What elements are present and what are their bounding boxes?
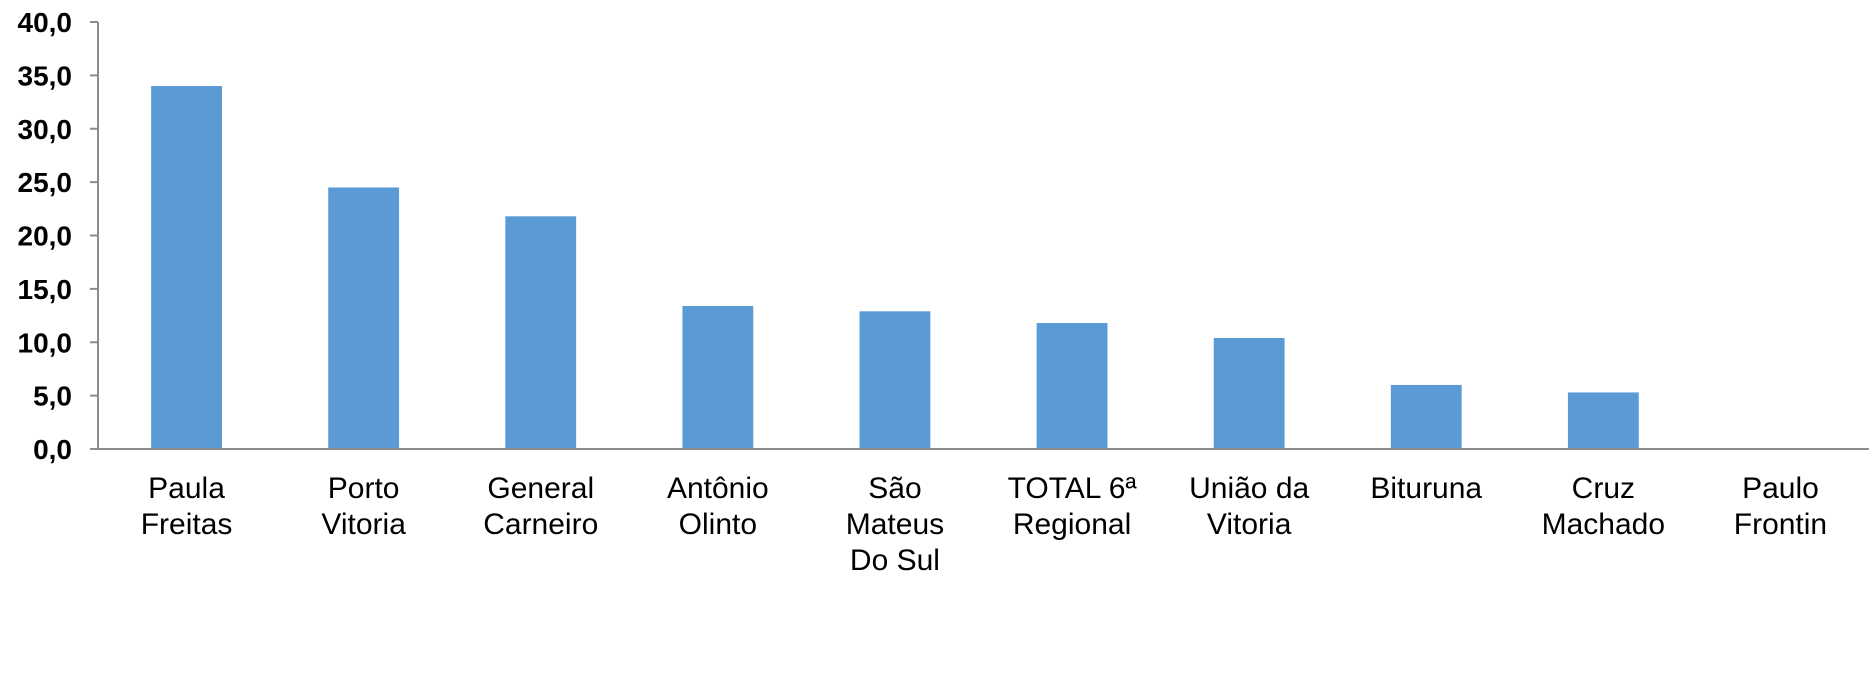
x-tick-label: Paulo Frontin bbox=[1734, 472, 1827, 541]
x-tick-label: Bituruna bbox=[1370, 472, 1482, 505]
y-tick-label: 5,0 bbox=[33, 381, 72, 412]
x-tick-label: Antônio Olinto bbox=[667, 472, 769, 541]
x-tick-label: TOTAL 6ª Regional bbox=[1008, 472, 1138, 541]
x-tick-label: São Mateus Do Sul bbox=[846, 472, 944, 577]
bar bbox=[1213, 337, 1285, 449]
bar bbox=[505, 216, 577, 449]
bar bbox=[1390, 384, 1462, 449]
bar bbox=[151, 86, 222, 450]
y-tick-label: 25,0 bbox=[18, 167, 73, 198]
bars bbox=[151, 86, 1639, 450]
y-tick-label: 0,0 bbox=[33, 434, 72, 465]
y-tick-label: 35,0 bbox=[18, 60, 73, 91]
x-tick-label: General Carneiro bbox=[483, 472, 598, 541]
y-tick-label: 10,0 bbox=[18, 327, 73, 358]
x-tick-label: União da Vitoria bbox=[1189, 472, 1309, 541]
y-tick-label: 20,0 bbox=[18, 221, 73, 252]
bar bbox=[859, 311, 931, 449]
y-axis-ticks: 0,0 5,0 10,0 15,0 20,0 25,0 30,0 35,0 40,0 bbox=[18, 7, 98, 465]
bar bbox=[682, 305, 754, 449]
y-tick-label: 15,0 bbox=[18, 274, 73, 305]
bar bbox=[328, 187, 400, 449]
x-axis-labels: Paula Freitas Porto Vitoria General Carneiro A… bbox=[141, 472, 1827, 577]
x-tick-label: Paula Freitas bbox=[141, 472, 233, 541]
y-tick-label: 40,0 bbox=[18, 7, 73, 38]
x-tick-label: Porto Vitoria bbox=[321, 472, 406, 541]
bar bbox=[1567, 392, 1639, 449]
bar bbox=[1036, 323, 1108, 449]
x-tick-label: Cruz Machado bbox=[1542, 472, 1665, 541]
y-tick-label: 30,0 bbox=[18, 114, 73, 145]
